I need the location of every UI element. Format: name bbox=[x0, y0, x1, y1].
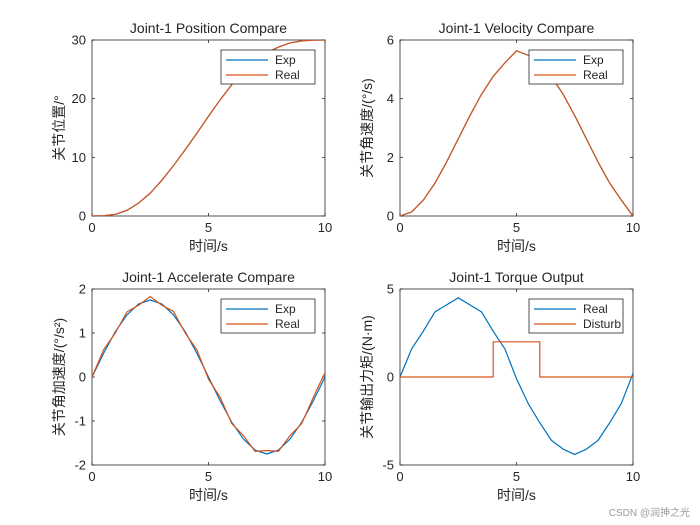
legend-label: Disturb bbox=[583, 317, 621, 331]
x-tick-label: 10 bbox=[318, 220, 332, 235]
x-tick-label: 5 bbox=[513, 469, 520, 484]
chart-title: Joint-1 Velocity Compare bbox=[439, 20, 595, 36]
series-line-real bbox=[400, 50, 633, 216]
y-tick-label: 30 bbox=[72, 33, 86, 48]
y-tick-label: -2 bbox=[74, 458, 86, 473]
y-tick-label: 2 bbox=[79, 282, 86, 297]
x-axis-label: 时间/s bbox=[189, 487, 228, 503]
y-tick-label: -1 bbox=[74, 414, 86, 429]
series-line-real bbox=[92, 40, 325, 216]
y-axis-label: 关节输出力矩/(N·m) bbox=[359, 315, 375, 439]
series-line-real bbox=[400, 297, 633, 456]
chart-title: Joint-1 Accelerate Compare bbox=[122, 269, 295, 285]
chart-title: Joint-1 Position Compare bbox=[130, 20, 287, 36]
x-tick-label: 10 bbox=[318, 469, 332, 484]
x-axis-label: 时间/s bbox=[497, 238, 536, 254]
x-tick-label: 10 bbox=[626, 220, 640, 235]
legend-box bbox=[528, 298, 624, 334]
series-line-real bbox=[92, 295, 325, 452]
legend-label: Exp bbox=[583, 53, 604, 67]
y-tick-label: 4 bbox=[387, 91, 394, 106]
panel-velocity: 0 5 10 0 2 4 6 Joint-1 Velocity Compare 时间/s 关节角速… bbox=[359, 20, 640, 254]
x-axis-label: 时间/s bbox=[497, 487, 536, 503]
legend-label: Real bbox=[583, 302, 608, 316]
y-tick-label: 0 bbox=[79, 209, 86, 224]
legend-label: Real bbox=[275, 68, 300, 82]
y-tick-label: 20 bbox=[72, 91, 86, 106]
legend-label: Real bbox=[275, 317, 300, 331]
panel-position: 0 5 10 0 10 20 30 Joint-1 Position Compare 时间/s 关… bbox=[51, 20, 332, 254]
x-tick-label: 5 bbox=[513, 220, 520, 235]
y-tick-label: -5 bbox=[382, 458, 394, 473]
y-tick-label: 10 bbox=[72, 150, 86, 165]
legend-label: Exp bbox=[275, 302, 296, 316]
panel-accel: 0 5 10 -2 -1 0 1 2 Joint-1 Accelerate Compare 时间/… bbox=[51, 269, 332, 503]
legend-label: Real bbox=[583, 68, 608, 82]
x-axis-label: 时间/s bbox=[189, 238, 228, 254]
chart-title: Joint-1 Torque Output bbox=[449, 269, 583, 285]
legend-label: Exp bbox=[275, 53, 296, 67]
y-tick-label: 1 bbox=[79, 326, 86, 341]
legend-box bbox=[528, 49, 624, 85]
y-tick-label: 0 bbox=[387, 209, 394, 224]
y-tick-label: 6 bbox=[387, 33, 394, 48]
y-tick-label: 0 bbox=[387, 370, 394, 385]
y-tick-label: 5 bbox=[387, 282, 394, 297]
x-tick-label: 0 bbox=[88, 220, 95, 235]
series-line-exp bbox=[92, 299, 325, 455]
series-line-disturb bbox=[400, 341, 633, 378]
x-tick-label: 0 bbox=[396, 220, 403, 235]
y-axis-label: 关节角加速度/(°/s²) bbox=[51, 318, 67, 436]
x-tick-label: 0 bbox=[396, 469, 403, 484]
x-tick-label: 10 bbox=[626, 469, 640, 484]
y-tick-label: 2 bbox=[387, 150, 394, 165]
y-tick-label: 0 bbox=[79, 370, 86, 385]
x-tick-label: 5 bbox=[205, 220, 212, 235]
x-tick-label: 5 bbox=[205, 469, 212, 484]
y-axis-label: 关节位置/° bbox=[51, 95, 67, 161]
legend-box bbox=[220, 298, 316, 334]
legend-box bbox=[220, 49, 316, 85]
watermark: CSDN @润抻之光 bbox=[609, 506, 690, 519]
y-axis-label: 关节角速度/(°/s) bbox=[359, 78, 375, 178]
x-tick-label: 0 bbox=[88, 469, 95, 484]
